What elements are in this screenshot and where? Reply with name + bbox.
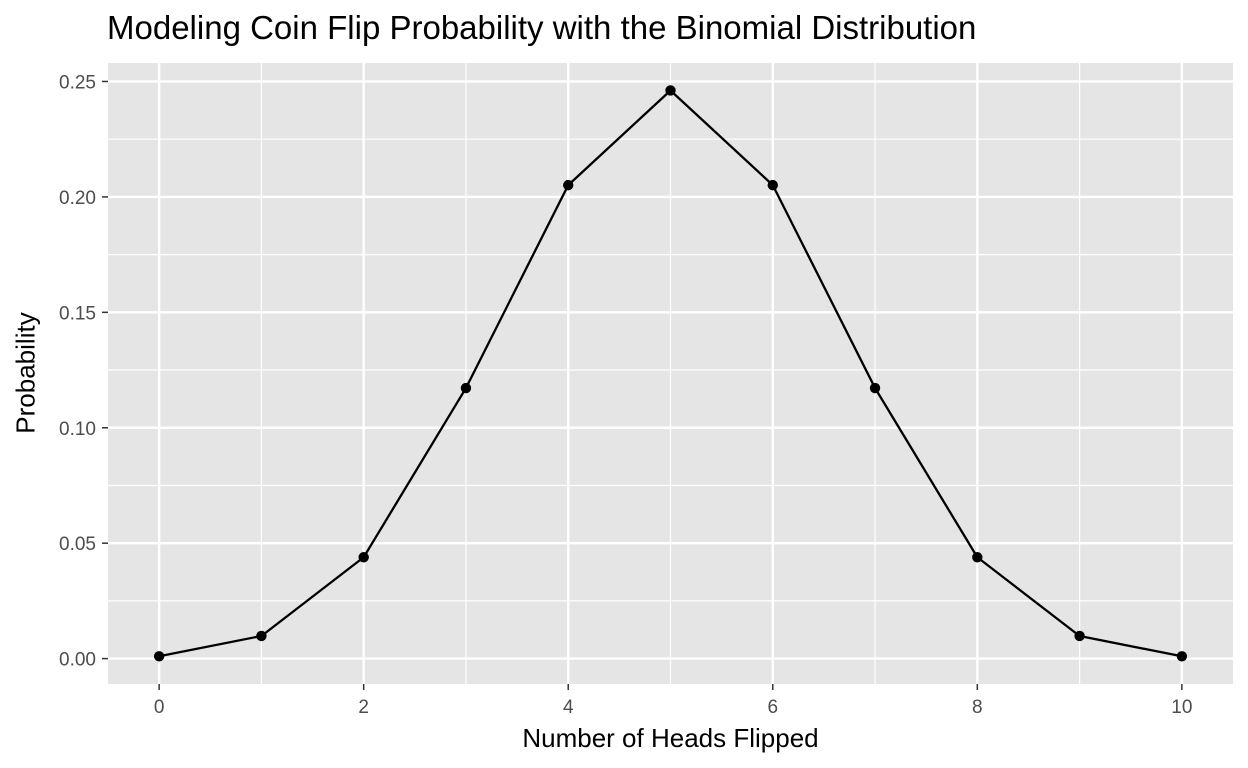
x-tick-label: 4 [563, 697, 574, 718]
data-point [1074, 630, 1085, 642]
data-point [869, 382, 881, 394]
x-tick-label: 8 [972, 697, 983, 718]
data-point [665, 85, 676, 96]
y-tick-label: 0.20 [59, 188, 96, 209]
chart-title: Modeling Coin Flip Probability with the … [107, 9, 977, 46]
x-tick-label: 2 [358, 697, 369, 718]
data-point [1176, 651, 1188, 662]
x-tick-label: 6 [767, 697, 778, 718]
x-axis-label: Number of Heads Flipped [522, 723, 819, 753]
data-point [358, 552, 369, 563]
data-point [256, 630, 267, 642]
data-point [563, 179, 574, 191]
y-tick-label: 0.10 [59, 419, 96, 440]
data-point [460, 382, 472, 394]
y-tick-label: 0.05 [59, 534, 96, 555]
data-point [767, 179, 778, 191]
y-tick-label: 0.15 [59, 303, 96, 324]
y-axis-label: Probability [10, 312, 41, 434]
x-tick-label: 10 [1171, 697, 1192, 718]
data-point [153, 651, 165, 662]
y-tick-label: 0.25 [59, 72, 96, 93]
data-point [972, 552, 983, 563]
y-tick-label: 0.00 [59, 650, 96, 671]
x-tick-label: 0 [154, 697, 165, 718]
